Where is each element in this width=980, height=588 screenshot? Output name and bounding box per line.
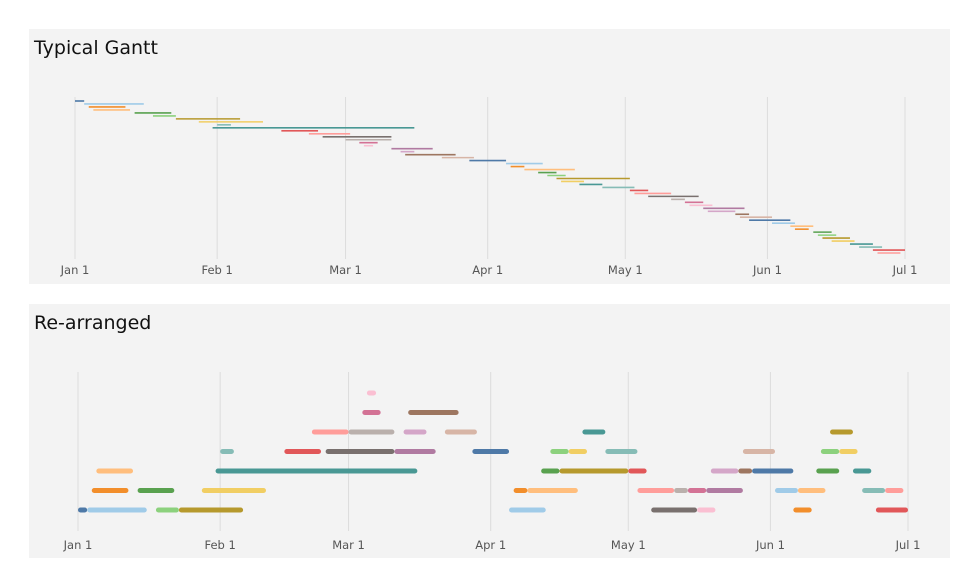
x-tick-label: May 1 (611, 538, 646, 552)
x-tick-label: Mar 1 (332, 538, 365, 552)
x-tick-label: Mar 1 (329, 263, 362, 277)
x-tick-label: Apr 1 (475, 538, 506, 552)
x-tick-label: Jun 1 (752, 263, 782, 277)
x-tick-label: Feb 1 (204, 538, 235, 552)
rearranged-gantt-chart: Jan 1 Feb 1 Mar 1 Apr 1 May 1 Jun 1 Jul 1 (63, 372, 921, 552)
typical-gantt-chart: Jan 1 Feb 1 Mar 1 Apr 1 May 1 Jun 1 Jul 1 (60, 97, 918, 277)
x-tick-label: Jan 1 (63, 538, 93, 552)
x-tick-label: May 1 (608, 263, 643, 277)
x-tick-label: Apr 1 (472, 263, 503, 277)
chart-title: Typical Gantt (34, 37, 158, 59)
x-tick-label: Feb 1 (201, 263, 232, 277)
rearranged-gantt-panel: Re-arranged Jan 1 Feb 1 Mar 1 Apr 1 May 1 Jun… (29, 304, 950, 558)
chart-title: Re-arranged (34, 312, 152, 334)
x-tick-label: Jul 1 (895, 538, 921, 552)
x-tick-label: Jul 1 (892, 263, 918, 277)
x-tick-label: Jun 1 (755, 538, 785, 552)
x-tick-label: Jan 1 (60, 263, 90, 277)
